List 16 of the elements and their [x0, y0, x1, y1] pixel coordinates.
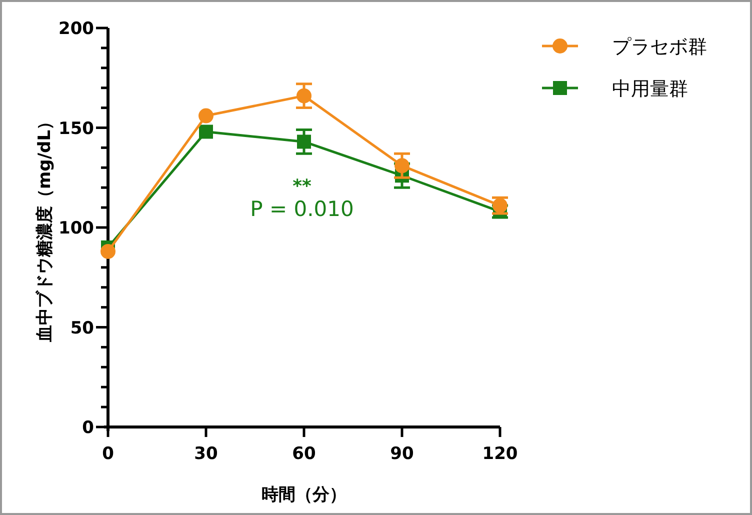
y-tick-label: 0 — [82, 418, 94, 438]
x-tick-label: 120 — [482, 444, 518, 464]
y-tick-label: 50 — [70, 318, 94, 338]
x-tick-label: 90 — [390, 444, 414, 464]
annotation: P = 0.010 — [250, 197, 354, 221]
legend-label: 中用量群 — [612, 78, 688, 100]
x-tick-label: 0 — [102, 444, 114, 464]
y-tick-label: 100 — [58, 218, 94, 238]
x-axis-title: 時間（分） — [262, 485, 346, 505]
legend-label: プラセボ群 — [612, 36, 707, 58]
y-axis-title: 血中ブドウ糖濃度（mg/dL） — [35, 112, 55, 344]
x-tick-label: 60 — [292, 444, 316, 464]
y-tick-label: 150 — [58, 118, 94, 139]
y-tick-label: 200 — [58, 19, 94, 39]
annotation: ** — [292, 176, 312, 197]
x-tick-label: 30 — [194, 444, 218, 464]
